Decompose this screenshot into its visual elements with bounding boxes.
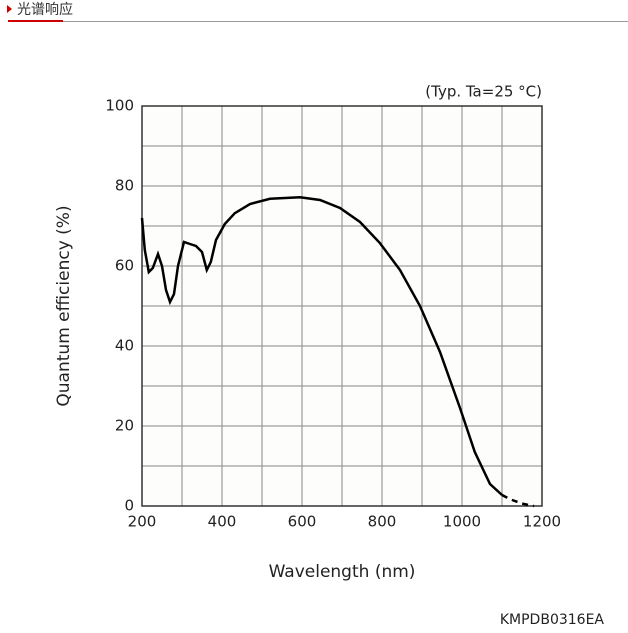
y-tick-label: 20	[115, 417, 134, 435]
data-line	[140, 195, 503, 496]
annotation: (Typ. Ta=25 °C)	[425, 83, 542, 101]
x-tick-label: 800	[368, 513, 397, 531]
y-tick-label: 80	[115, 177, 134, 195]
figure-code: KMPDB0316EA	[500, 612, 605, 628]
divider-accent	[8, 20, 63, 22]
section-header: 光谱响应	[0, 0, 628, 24]
x-tick-label: 1000	[443, 513, 481, 531]
y-tick-label: 0	[124, 497, 134, 515]
y-tick-label: 100	[105, 97, 134, 115]
y-tick-label: 60	[115, 257, 134, 275]
bullet-icon	[7, 5, 12, 13]
x-tick-label: 400	[208, 513, 237, 531]
data-line	[501, 493, 535, 508]
plot-border	[141, 105, 543, 507]
x-axis-label: Wavelength (nm)	[269, 562, 416, 582]
x-tick-label: 200	[128, 513, 157, 531]
x-tick-label: 1200	[523, 513, 561, 531]
divider	[8, 21, 628, 22]
y-axis-label: Quantum efficiency (%)	[54, 205, 74, 406]
y-tick-label: 40	[115, 337, 134, 355]
section-title: 光谱响应	[17, 2, 73, 18]
x-tick-label: 600	[288, 513, 317, 531]
